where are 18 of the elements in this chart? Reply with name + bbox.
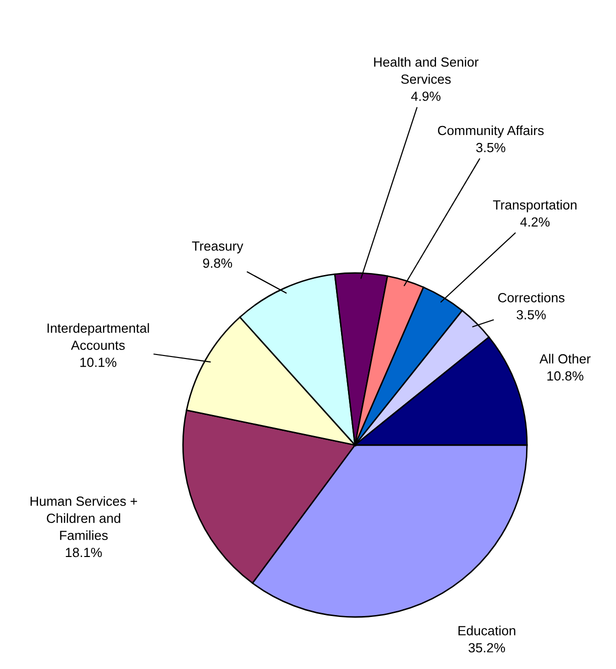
slice-label: Health and Senior Services: [374, 57, 478, 84]
slice-label: All Other: [539, 354, 591, 364]
slice-label: Corrections: [498, 292, 564, 302]
slice-label: Interdepartmental Accounts: [48, 323, 149, 350]
slice-label: Human Services + Children and Families: [30, 496, 138, 540]
data-label: 3.5%: [516, 310, 546, 320]
data-label: 10.1%: [80, 358, 116, 367]
slice-label: Education: [458, 626, 516, 636]
slice-label: Transportation: [493, 200, 576, 212]
data-label: 4.2%: [520, 217, 550, 227]
data-label: 4.9%: [411, 92, 440, 101]
data-label: 18.1%: [66, 548, 102, 558]
data-label: 3.5%: [476, 142, 506, 152]
data-label: 10.8%: [547, 371, 584, 381]
slice-label: Treasury: [192, 242, 244, 254]
data-label: 9.8%: [203, 258, 232, 268]
data-label: 35.2%: [468, 643, 506, 652]
slice-label: Community Affairs: [438, 125, 544, 138]
